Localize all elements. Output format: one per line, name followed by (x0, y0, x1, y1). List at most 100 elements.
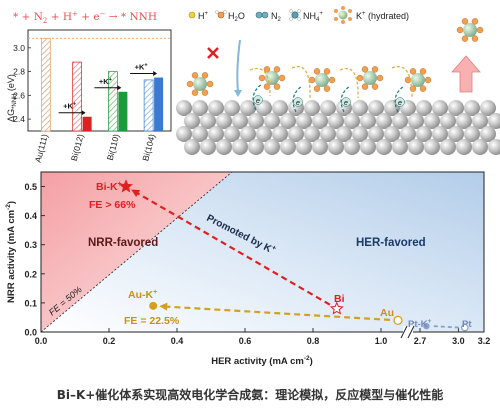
surface-atom (368, 100, 384, 116)
dg-k-arrow-head (117, 85, 122, 91)
surface-atom (248, 113, 264, 129)
surface-atom (216, 139, 232, 155)
activity-xtick-label: 3.2 (478, 336, 491, 346)
ptk-label: Pt-K+ (408, 318, 432, 330)
water-molecule (419, 85, 427, 92)
activity-ylabel: NRR activity (mA cm-2) (5, 201, 17, 303)
surface-atom (320, 100, 336, 116)
auk-label: Au-K+ (128, 289, 157, 301)
surface-atom (448, 100, 464, 116)
surface-atom (248, 139, 264, 155)
activity-chart: 0.0 0.1 0.2 0.3 0.4 0.5 0.0 0.2 0.4 0.6 0.8 1.0 2.7… (5, 171, 491, 367)
star-marker (329, 301, 344, 315)
auk-fe-label: FE = 22.5% (124, 315, 180, 327)
legend-h2o: H2O (228, 11, 245, 23)
surface-atom (440, 139, 456, 155)
electron-label: e (296, 100, 300, 107)
surface-atom (408, 139, 424, 155)
dg-bar-with-k (154, 77, 164, 131)
water-molecule (376, 74, 384, 82)
activity-ytick-label: 0.0 (24, 328, 37, 338)
surface-atom (488, 139, 500, 155)
surface-atom (280, 139, 296, 155)
activity-xtick-label: 0.4 (171, 336, 184, 346)
surface-atom (416, 126, 432, 142)
legend-k-hydrated: K+ (hydrated) (356, 11, 409, 21)
surface-atom (408, 113, 424, 129)
surface-atom (480, 100, 496, 116)
h2o-icon (215, 10, 227, 19)
dg-k-arrow-head (81, 110, 86, 116)
surface-atom (480, 126, 496, 142)
dg-category-label: Au(111) (33, 133, 50, 164)
surface-atom (416, 100, 432, 116)
activity-ytick-label: 0.4 (24, 211, 37, 221)
activity-xtick-label: 0.8 (307, 336, 320, 346)
water-molecule (476, 26, 484, 34)
water-molecule (419, 68, 427, 75)
surface-atom (328, 139, 344, 155)
surface-atom (224, 126, 240, 142)
water-molecule (273, 83, 281, 90)
dg-bar-with-k (82, 116, 92, 131)
n2-flux-arrow-head (234, 90, 242, 97)
activity-ytick-label: 0.2 (24, 269, 37, 279)
surface-atom (176, 126, 192, 142)
electron-label: e (344, 100, 348, 107)
electron-label: e (256, 98, 260, 105)
legend-n2: N2 (271, 11, 282, 23)
au-label: Au (380, 307, 394, 319)
surface-atom (456, 113, 472, 129)
surface-atom (320, 126, 336, 142)
surface-atom (448, 126, 464, 142)
proton-transfer-arrow (391, 66, 413, 99)
surface-atom (200, 113, 216, 129)
dg-k-label: +K+ (63, 102, 76, 111)
dg-chart-bars: +K+ +K+ +K+ (41, 37, 164, 132)
water-molecule (328, 76, 336, 84)
surface-atom (336, 126, 352, 142)
surface-atom (256, 126, 272, 142)
surface-atom (472, 139, 488, 155)
k-ion (363, 71, 377, 85)
k-hydrated-icon (334, 6, 352, 24)
activity-xtick-label: 3.0 (452, 336, 465, 346)
electron-label: e (398, 100, 402, 107)
surface-atom (440, 113, 456, 129)
n2-flux-arrow (236, 39, 241, 93)
water-molecule (409, 68, 417, 75)
fe50-line (40, 171, 233, 333)
water-molecule (323, 85, 331, 92)
activity-xticks: 0.0 0.2 0.4 0.6 0.8 1.0 2.7 3.0 3.2 (35, 328, 491, 346)
dg-category-label: Bi(104) (140, 133, 157, 162)
dg-k-label: +K+ (135, 63, 148, 72)
bik-label: Bi-K+ (96, 181, 122, 193)
activity-xtick-label: 0.0 (35, 336, 48, 346)
electron-icon (395, 97, 405, 107)
legend-h-plus: H+ (198, 11, 209, 21)
dg-k-label: +K+ (99, 77, 112, 86)
electron-icon (293, 97, 303, 107)
activity-ytick-label: 0.3 (24, 240, 37, 250)
pt-point (460, 323, 469, 332)
dg-chart-title: * + N2 + H+ + e− → * NNH (13, 10, 157, 25)
water-molecule (313, 85, 321, 92)
bi-promotion-arrow (135, 191, 331, 306)
auk-point (149, 301, 158, 310)
dg-category-label: Bi(012) (69, 133, 86, 162)
water-molecule (456, 26, 464, 34)
water-molecule (361, 66, 369, 73)
nrr-favored-label: NRR-favored (88, 237, 158, 249)
n2-icon (255, 11, 269, 19)
surface-atom (456, 139, 472, 155)
surface-atom (232, 113, 248, 129)
activity-xtick-label: 0.2 (103, 336, 116, 346)
surface-atom (344, 139, 360, 155)
surface-atom (176, 100, 192, 116)
dg-k-arrow-head (153, 71, 158, 77)
reaction-schematic: H+ H2O N2 NH4+ (176, 5, 500, 163)
dg-bar-pristine (108, 71, 118, 132)
water-molecule (191, 72, 199, 79)
water-molecule (371, 83, 379, 90)
